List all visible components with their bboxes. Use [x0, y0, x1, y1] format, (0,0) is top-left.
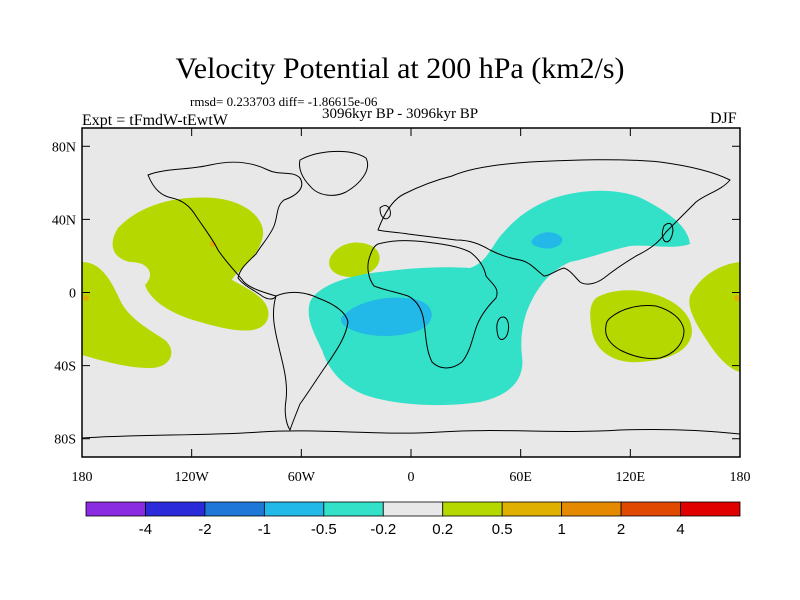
positive-anomaly-east-pacific-edge [689, 262, 740, 372]
colorbar-label: -0.5 [311, 521, 337, 538]
colorbar-swatch [382, 501, 444, 517]
positive-spot-west-edge [83, 295, 89, 301]
colorbar-swatch [145, 501, 206, 517]
colorbar-label: -2 [198, 521, 211, 538]
stats-line: rmsd= 0.233703 diff= -1.86615e-06 [190, 94, 378, 109]
coast-greenland [299, 150, 368, 196]
y-tick-label: 80S [54, 433, 76, 448]
positive-spot-north-pacific [210, 241, 216, 247]
colorbar-label: 0.5 [492, 521, 513, 538]
colorbar-swatch [85, 501, 146, 517]
colorbar-label: 1 [557, 521, 565, 538]
colorbar-swatch [204, 501, 265, 517]
chart-title: Velocity Potential at 200 hPa (km2/s) [175, 52, 625, 85]
colorbar-label: 2 [617, 521, 625, 538]
positive-spot-east-edge [734, 295, 740, 301]
colorbar-label: 0.2 [432, 521, 453, 538]
positive-anomaly-pacific-west-edge [82, 262, 172, 368]
x-tick-label: 180 [72, 470, 93, 485]
x-tick-label: 120W [175, 470, 210, 485]
colorbar: -4 -2 -1 -0.5 -0.2 0.2 0.5 1 2 4 [85, 501, 741, 538]
strong-negative-anomaly-arabia [531, 232, 563, 249]
experiment-label: Expt = tFmdW-tEwtW [82, 112, 228, 129]
x-tick-label: 0 [408, 470, 415, 485]
colorbar-swatch [680, 501, 741, 517]
y-tick-label: 0 [69, 287, 76, 302]
colorbar-swatch [561, 501, 622, 517]
x-tick-label: 180 [730, 470, 751, 485]
coast-north-america [147, 161, 303, 300]
colorbar-swatch [323, 501, 384, 517]
coastlines [82, 150, 740, 439]
map-axes: 180 120W 60W 0 60E 120E 180 80N 40N 0 40S 80S [52, 127, 751, 485]
colorbar-swatch [620, 501, 681, 517]
coast-antarctica [82, 428, 740, 439]
coast-australia [605, 305, 685, 359]
positive-anomaly-australia [590, 290, 692, 363]
coast-japan [661, 222, 674, 243]
x-tick-label: 60E [509, 470, 532, 485]
y-tick-label: 40N [52, 213, 76, 228]
positive-anomaly-north-pacific [112, 197, 269, 331]
coast-madagascar [496, 316, 509, 340]
colorbar-label: -4 [139, 521, 152, 538]
coast-south-america [273, 291, 349, 431]
negative-anomaly-indian-atlantic [308, 190, 690, 406]
colorbar-swatch [442, 501, 503, 517]
coast-uk [379, 205, 391, 220]
colorbar-label: -0.2 [370, 521, 396, 538]
colorbar-label: 4 [676, 521, 684, 538]
colorbar-label: -1 [258, 521, 271, 538]
strong-negative-anomaly-south-atlantic [340, 297, 432, 336]
season-label: DJF [710, 110, 737, 127]
coast-eurasia [377, 159, 731, 285]
y-tick-label: 80N [52, 140, 76, 155]
coast-africa [367, 240, 498, 369]
y-tick-label: 40S [54, 360, 76, 375]
contour-fills [82, 190, 740, 406]
colorbar-swatch [263, 501, 325, 517]
x-tick-label: 60W [288, 470, 316, 485]
x-tick-label: 120E [616, 470, 646, 485]
period-line: 3096kyr BP - 3096kyr BP [322, 106, 479, 122]
colorbar-swatch [501, 501, 563, 517]
positive-anomaly-atlantic [329, 242, 380, 278]
